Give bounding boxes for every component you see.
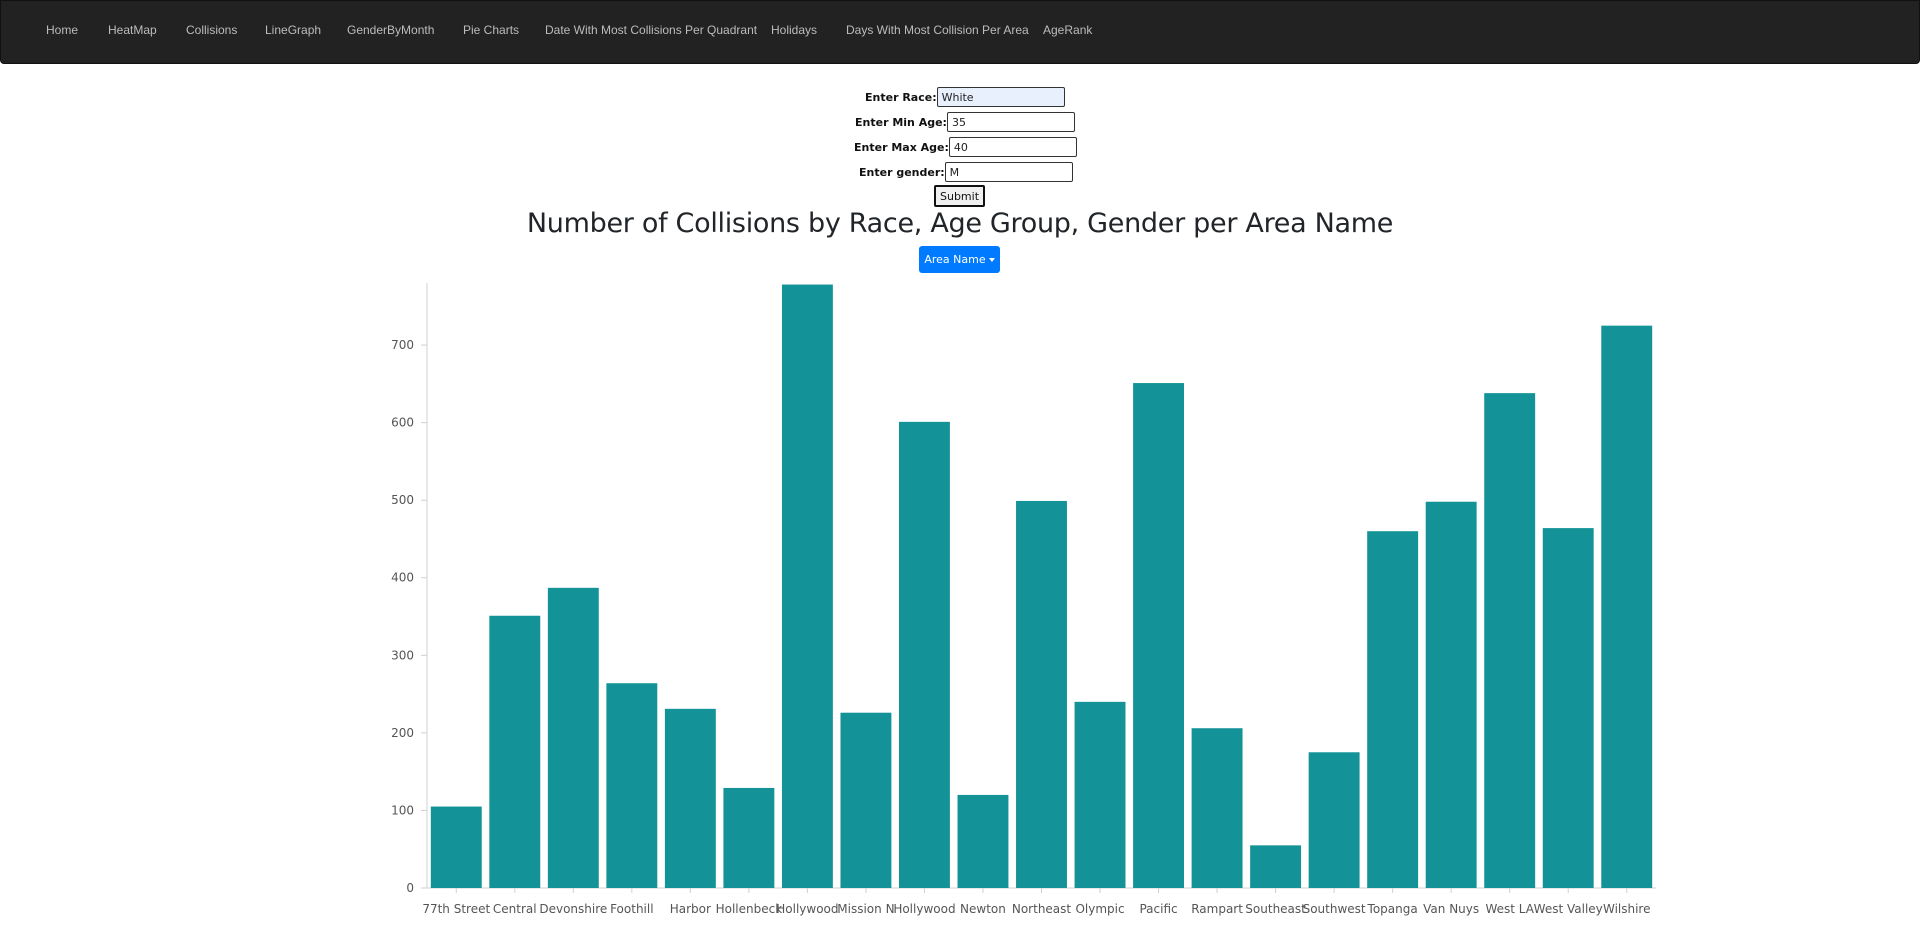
bar[interactable] — [664, 708, 716, 888]
nav-agerank-link[interactable]: AgeRank — [1043, 23, 1093, 37]
chevron-down-icon — [988, 257, 995, 262]
bar[interactable] — [1133, 383, 1185, 888]
bar[interactable] — [840, 712, 892, 888]
bar[interactable] — [430, 806, 482, 888]
area-name-dropdown[interactable]: Area Name — [919, 246, 1000, 273]
bar[interactable] — [1308, 752, 1360, 888]
bar[interactable] — [781, 284, 833, 888]
x-tick-label: Rampart — [1191, 902, 1243, 916]
bar[interactable] — [1074, 701, 1126, 888]
x-tick-label: Van Nuys — [1423, 902, 1479, 916]
submit-button[interactable]: Submit — [934, 185, 985, 207]
nav-home-link[interactable]: Home — [46, 23, 79, 37]
x-tick-label: Central — [493, 902, 537, 916]
bar[interactable] — [1191, 728, 1243, 888]
nav-collisions-link[interactable]: Collisions — [186, 23, 238, 37]
nav-pie-charts-link[interactable]: Pie Charts — [463, 23, 520, 37]
x-tick-label: Southwest — [1303, 902, 1366, 916]
x-tick-label: Topanga — [1367, 902, 1418, 916]
bar[interactable] — [547, 587, 599, 888]
x-tick-label: West Valley — [1534, 902, 1603, 916]
bar[interactable] — [489, 615, 541, 888]
chart-title: Number of Collisions by Race, Age Group,… — [526, 208, 1394, 239]
gender-row: Enter gender: — [859, 161, 1073, 183]
x-tick-label: Foothill — [610, 902, 653, 916]
x-tick-label: Olympic — [1075, 902, 1124, 916]
min-age-label: Enter Min Age: — [855, 115, 947, 129]
nav-days-per-area-link[interactable]: Days With Most Collision Per Area — [846, 23, 1029, 37]
bar[interactable] — [1484, 393, 1536, 888]
nav-linegraph-link[interactable]: LineGraph — [265, 23, 322, 37]
x-tick-label: Mission N — [837, 902, 894, 916]
min-age-input[interactable] — [946, 112, 1075, 132]
bar[interactable] — [1250, 845, 1302, 888]
x-tick-label: Hollywood — [893, 902, 955, 916]
max-age-input[interactable] — [948, 137, 1077, 157]
y-tick-label: 0 — [406, 881, 414, 895]
navbar: Home HeatMap Collisions LineGraph Gender… — [0, 0, 1920, 64]
x-tick-label: Southeast — [1245, 902, 1306, 916]
gender-label: Enter gender: — [859, 165, 945, 179]
x-tick-label: Pacific — [1139, 902, 1177, 916]
area-name-dropdown-label: Area Name — [924, 253, 986, 266]
y-tick-label: 700 — [391, 338, 414, 352]
gender-input[interactable] — [944, 162, 1073, 182]
x-tick-label: 77th Street — [422, 902, 490, 916]
bar[interactable] — [957, 794, 1009, 888]
y-tick-label: 200 — [391, 726, 414, 740]
race-input[interactable] — [936, 87, 1065, 107]
bar[interactable] — [1425, 501, 1477, 888]
x-tick-label: Devonshire — [539, 902, 607, 916]
y-tick-label: 600 — [391, 416, 414, 430]
bar[interactable] — [606, 683, 658, 888]
nav-heatmap-link[interactable]: HeatMap — [108, 23, 157, 37]
nav-holidays-link[interactable]: Holidays — [771, 23, 818, 37]
y-tick-label: 400 — [391, 571, 414, 585]
bar[interactable] — [1601, 325, 1653, 888]
bar[interactable] — [723, 787, 775, 888]
nav-genderbymonth-link[interactable]: GenderByMonth — [347, 23, 435, 37]
bar[interactable] — [898, 421, 950, 888]
y-tick-label: 100 — [391, 803, 414, 817]
race-row: Enter Race: — [865, 86, 1065, 108]
x-tick-label: West LA — [1485, 902, 1534, 916]
max-age-row: Enter Max Age: — [854, 136, 1077, 158]
x-tick-label: Harbor — [670, 902, 711, 916]
max-age-label: Enter Max Age: — [854, 140, 949, 154]
bar[interactable] — [1542, 528, 1594, 888]
x-tick-label: Newton — [960, 902, 1006, 916]
y-tick-label: 300 — [391, 648, 414, 662]
x-tick-label: Wilshire — [1603, 902, 1651, 916]
bar[interactable] — [1367, 531, 1419, 888]
y-tick-label: 500 — [391, 493, 414, 507]
x-tick-label: Northeast — [1012, 902, 1072, 916]
x-tick-label: Hollywood — [776, 902, 838, 916]
nav-quadrant-dates-link[interactable]: Date With Most Collisions Per Quadrant — [545, 23, 758, 37]
race-label: Enter Race: — [865, 90, 937, 104]
bar[interactable] — [1016, 500, 1067, 888]
min-age-row: Enter Min Age: — [855, 111, 1075, 133]
x-tick-label: Hollenbeck — [716, 902, 783, 916]
